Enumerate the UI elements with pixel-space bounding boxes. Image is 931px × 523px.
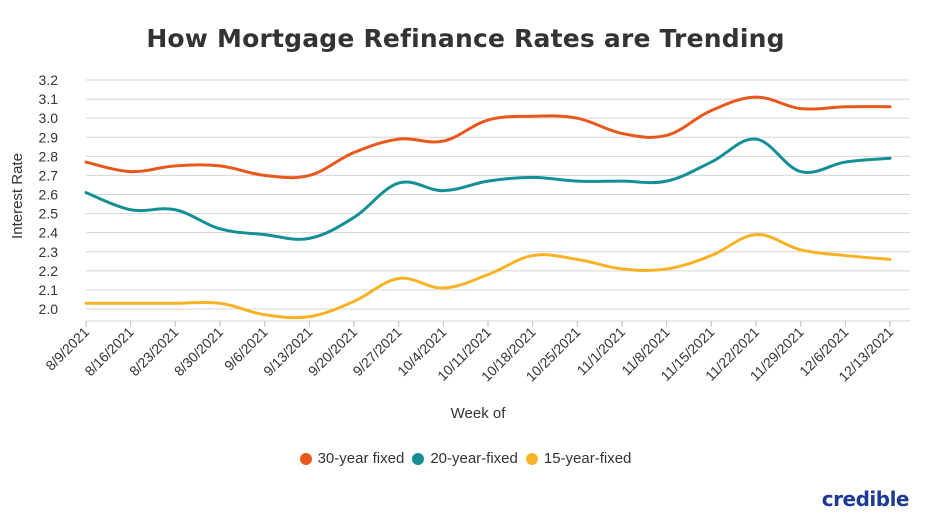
data-point: [799, 107, 802, 110]
data-point: [219, 164, 222, 167]
data-point: [129, 208, 132, 211]
y-tick-label: 2.5: [39, 206, 59, 222]
data-point: [799, 170, 802, 173]
data-point: [889, 105, 892, 108]
data-point: [129, 302, 132, 305]
data-point: [219, 302, 222, 305]
data-point: [889, 157, 892, 160]
y-tick-label: 2.9: [39, 129, 59, 145]
y-tick-label: 2.3: [39, 244, 59, 260]
data-point: [621, 132, 624, 135]
legend-item-30-year: 30-year fixed: [299, 450, 405, 467]
data-point: [576, 180, 579, 183]
data-point: [710, 254, 713, 257]
data-point: [799, 248, 802, 251]
chart-legend: 30-year fixed 20-year-fixed 15-year-fixe…: [0, 450, 931, 467]
data-point: [85, 191, 88, 194]
y-tick-label: 2.6: [39, 187, 59, 203]
data-point: [174, 208, 177, 211]
data-point: [397, 182, 400, 185]
data-point: [397, 138, 400, 141]
series-line-30-year: [84, 95, 892, 180]
legend-swatch-15-year: [525, 452, 538, 465]
y-tick-label: 2.0: [39, 301, 59, 317]
data-point: [174, 164, 177, 167]
data-point: [219, 227, 222, 230]
data-point: [487, 273, 490, 276]
data-point: [844, 161, 847, 164]
data-point: [487, 180, 490, 183]
y-tick-label: 2.7: [39, 167, 59, 183]
data-point: [531, 115, 534, 118]
data-point: [129, 170, 132, 173]
data-point: [353, 300, 356, 303]
data-point: [442, 140, 445, 143]
legend-label-30-year: 30-year fixed: [317, 450, 405, 467]
y-tick-label: 2.8: [39, 148, 59, 164]
x-axis-title: Week of: [451, 405, 507, 422]
data-point: [85, 161, 88, 164]
data-point: [442, 287, 445, 290]
legend-item-20-year: 20-year-fixed: [412, 450, 518, 467]
data-point: [710, 109, 713, 112]
data-point: [665, 134, 668, 137]
legend-label-15-year: 15-year-fixed: [543, 450, 632, 467]
series-line-20-year: [84, 137, 892, 241]
data-point: [397, 277, 400, 280]
y-axis-title: Interest Rate: [9, 153, 26, 239]
y-tick-label: 3.0: [39, 110, 59, 126]
data-point: [487, 119, 490, 122]
data-point: [308, 237, 311, 240]
legend-swatch-30-year: [299, 452, 312, 465]
y-tick-label: 3.1: [39, 91, 59, 107]
data-point: [263, 233, 266, 236]
legend-label-20-year: 20-year-fixed: [430, 450, 518, 467]
x-tick-label: 8/30/2021: [171, 324, 227, 380]
data-point: [353, 216, 356, 219]
data-point: [755, 138, 758, 141]
credible-logo: credible: [821, 487, 910, 511]
data-point: [665, 267, 668, 270]
data-point: [174, 302, 177, 305]
data-point: [308, 174, 311, 177]
y-tick-label: 2.4: [39, 225, 59, 241]
y-tick-label: 2.2: [39, 263, 59, 279]
data-point: [442, 189, 445, 192]
series-line-15-year: [84, 233, 892, 320]
data-point: [755, 233, 758, 236]
y-tick-label: 2.1: [39, 282, 59, 298]
data-point: [576, 258, 579, 261]
y-tick-label: 3.2: [39, 72, 59, 88]
data-point: [710, 161, 713, 164]
legend-item-15-year: 15-year-fixed: [525, 450, 632, 467]
data-point: [576, 117, 579, 120]
data-point: [353, 151, 356, 154]
data-point: [844, 254, 847, 257]
data-point: [621, 267, 624, 270]
data-point: [531, 176, 534, 179]
data-point: [308, 315, 311, 318]
data-point: [755, 96, 758, 99]
data-point: [665, 180, 668, 183]
data-point: [263, 313, 266, 316]
data-point: [85, 302, 88, 305]
data-point: [531, 254, 534, 257]
data-point: [844, 105, 847, 108]
data-point: [621, 180, 624, 183]
legend-swatch-20-year: [412, 452, 425, 465]
chart-title: How Mortgage Refinance Rates are Trendin…: [146, 24, 785, 53]
data-point: [263, 174, 266, 177]
data-point: [889, 258, 892, 261]
